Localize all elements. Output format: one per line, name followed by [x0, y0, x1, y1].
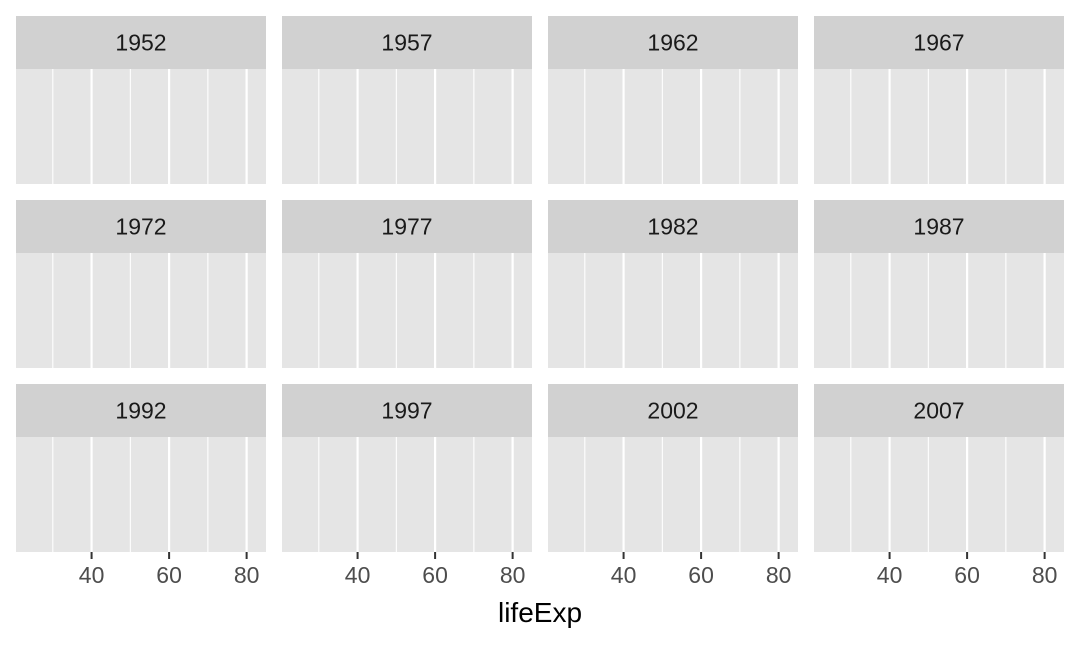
facet-strip — [282, 200, 532, 253]
facet-panel-background — [548, 253, 798, 368]
facet-panel-background — [16, 437, 266, 552]
facet-panel-background — [16, 253, 266, 368]
x-tick-label: 40 — [345, 562, 371, 588]
facet-panel-background — [548, 69, 798, 184]
facet-panel-1987: 1987 — [814, 200, 1064, 368]
x-tick-label: 40 — [877, 562, 903, 588]
facet-panel-1992: 1992 — [16, 384, 266, 552]
x-tick-label: 80 — [1032, 562, 1058, 588]
x-tick-label: 80 — [234, 562, 260, 588]
x-tick-label: 60 — [954, 562, 980, 588]
facet-strip-label: 1952 — [115, 30, 166, 56]
x-tick-label: 80 — [500, 562, 526, 588]
facet-strip-label: 1972 — [115, 214, 166, 240]
facet-panel-1977: 1977 — [282, 200, 532, 368]
facet-strip-label: 2007 — [913, 398, 964, 424]
facet-panel-background — [282, 69, 532, 184]
facet-panel-1952: 1952 — [16, 16, 266, 184]
facet-strip-label: 1987 — [913, 214, 964, 240]
facet-strip-label: 1992 — [115, 398, 166, 424]
facet-panel-background — [548, 437, 798, 552]
x-axis-1992: 40 60 80 — [79, 552, 260, 588]
x-tick-label: 80 — [766, 562, 792, 588]
x-axes: 40 60 80 40 60 80 40 60 80 40 60 80 — [79, 552, 1058, 588]
facet-strip — [16, 384, 266, 437]
facet-strip — [16, 200, 266, 253]
facet-strip-label: 1982 — [647, 214, 698, 240]
facet-panel-background — [814, 253, 1064, 368]
facet-strip — [282, 384, 532, 437]
facet-strip-label: 1967 — [913, 30, 964, 56]
facet-panels: 1952 1957 1962 1967 1972 1977 1982 1987 1992 1997… — [16, 16, 1064, 552]
x-tick-label: 40 — [79, 562, 105, 588]
facet-panel-1972: 1972 — [16, 200, 266, 368]
x-tick-label: 60 — [156, 562, 182, 588]
facet-panel-1967: 1967 — [814, 16, 1064, 184]
facet-strip — [282, 16, 532, 69]
facet-panel-1962: 1962 — [548, 16, 798, 184]
facet-panel-1997: 1997 — [282, 384, 532, 552]
facet-strip-label: 1957 — [381, 30, 432, 56]
facet-panel-1957: 1957 — [282, 16, 532, 184]
facet-panel-1982: 1982 — [548, 200, 798, 368]
x-axis-2007: 40 60 80 — [877, 552, 1058, 588]
facet-strip-label: 1977 — [381, 214, 432, 240]
x-tick-label: 60 — [422, 562, 448, 588]
facet-strip — [814, 16, 1064, 69]
facet-strip — [548, 200, 798, 253]
facet-strip-label: 1997 — [381, 398, 432, 424]
facet-strip-label: 2002 — [647, 398, 698, 424]
facet-panel-background — [814, 69, 1064, 184]
x-tick-label: 40 — [611, 562, 637, 588]
facet-panel-background — [16, 69, 266, 184]
facet-strip — [548, 16, 798, 69]
x-axis-title: lifeExp — [498, 597, 582, 628]
x-axis-2002: 40 60 80 — [611, 552, 792, 588]
facet-panel-background — [282, 437, 532, 552]
facet-panel-background — [282, 253, 532, 368]
facet-strip — [16, 16, 266, 69]
x-axis-1997: 40 60 80 — [345, 552, 526, 588]
facet-strip-label: 1962 — [647, 30, 698, 56]
facet-strip — [814, 384, 1064, 437]
facet-strip — [814, 200, 1064, 253]
facet-panel-2007: 2007 — [814, 384, 1064, 552]
x-tick-label: 60 — [688, 562, 714, 588]
facet-panel-background — [814, 437, 1064, 552]
facet-strip — [548, 384, 798, 437]
facet-panel-2002: 2002 — [548, 384, 798, 552]
